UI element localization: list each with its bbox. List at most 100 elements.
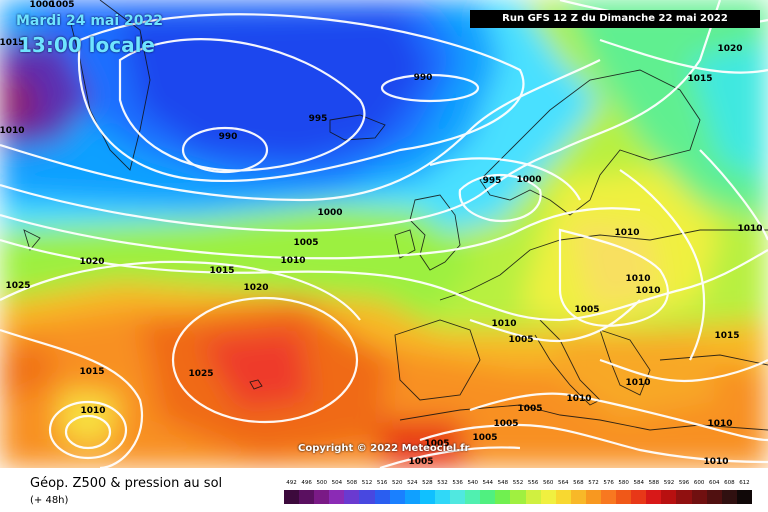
legend-footer: Géop. Z500 & pression au sol (+ 48h) 492… — [0, 468, 768, 512]
color-scale-cell — [525, 490, 541, 504]
isobar-label: 1015 — [79, 367, 105, 377]
color-scale-label: 612 — [739, 480, 750, 486]
color-scale-label: 512 — [361, 480, 373, 486]
color-scale-label: 500 — [316, 480, 327, 486]
color-scale-label: 600 — [693, 480, 705, 486]
color-scale-cell — [585, 490, 601, 504]
color-scale-cell — [344, 490, 360, 504]
isobar-label: 1020 — [243, 283, 269, 293]
color-scale-label: 548 — [497, 480, 509, 486]
isobar-label: 1015 — [687, 74, 713, 84]
geopotential-field — [0, 0, 768, 468]
color-scale-cell — [616, 490, 632, 504]
color-scale-label: 604 — [709, 480, 720, 486]
isobar-label: 1005 — [574, 305, 600, 315]
color-scale-label: 528 — [422, 480, 433, 486]
color-scale-cell — [540, 490, 556, 504]
color-scale-cell — [359, 490, 375, 504]
isobar-label: 1010 — [566, 394, 592, 404]
isobar-label: 1005 — [293, 238, 319, 248]
color-scale-cell — [480, 490, 496, 504]
isobar-label: 1010 — [280, 256, 306, 266]
copyright-notice: Copyright © 2022 Meteociel.fr — [298, 443, 470, 454]
isobar-label: 1010 — [635, 286, 661, 296]
color-scale-cell — [495, 490, 511, 504]
color-scale-cell — [555, 490, 571, 504]
isobar-label: 1000 — [29, 0, 55, 10]
color-scale-label: 572 — [588, 480, 599, 486]
color-scale-cell — [570, 490, 586, 504]
color-scale-cell — [676, 490, 692, 504]
isobar-label: 1020 — [717, 44, 743, 54]
isobar-label: 1000 — [317, 208, 343, 218]
color-scale-cell — [329, 490, 345, 504]
isobar-label: 1010 — [491, 319, 517, 329]
color-scale-label: 552 — [512, 480, 524, 486]
isobar-label: 1010 — [80, 406, 106, 416]
color-scale-label: 588 — [648, 480, 660, 486]
isobar-label: 1020 — [79, 257, 105, 267]
isobar-label: 1015 — [0, 38, 25, 48]
isobar-label: 1010 — [625, 274, 651, 284]
color-scale-cell — [434, 490, 451, 504]
isobar-label: 1005 — [472, 433, 498, 443]
isobar-label: 1015 — [209, 266, 235, 276]
map-title: Géop. Z500 & pression au sol — [30, 476, 223, 491]
color-scale-cell — [691, 490, 707, 504]
color-scale-label: 492 — [286, 480, 297, 486]
color-scale-cell — [299, 490, 315, 504]
isobar-label: 1000 — [516, 175, 542, 185]
color-scale-cell — [314, 490, 330, 504]
isobar-label: 1005 — [508, 335, 534, 345]
color-scale-cell — [404, 490, 420, 504]
color-scale-cell — [510, 490, 526, 504]
color-scale-label: 540 — [467, 480, 478, 486]
forecast-date-label: Mardi 24 mai 2022 — [16, 13, 164, 29]
isobar-label: 990 — [218, 132, 238, 142]
isobar-label: 1010 — [707, 419, 733, 429]
isobar-label: 1005 — [517, 404, 543, 414]
color-scale-cell — [284, 490, 300, 504]
color-scale-label: 584 — [633, 480, 645, 486]
color-scale-label: 564 — [558, 480, 569, 486]
color-scale-label: 596 — [678, 480, 690, 486]
color-scale-label: 560 — [542, 480, 554, 486]
color-scale-bar — [284, 490, 752, 504]
color-scale-label: 556 — [527, 480, 539, 486]
isobar-label: 1010 — [737, 224, 763, 234]
color-scale-label: 516 — [376, 480, 388, 486]
isobar-label: 1005 — [49, 0, 75, 10]
color-scale-cell — [600, 490, 617, 504]
color-scale-labels: 492 496 500 504 508 512 516 520 524 528 532 536 540 5… — [284, 480, 752, 490]
color-scale-label: 592 — [663, 480, 675, 486]
color-scale-cell — [631, 490, 647, 504]
color-scale-label: 496 — [301, 480, 312, 486]
isobar-label: 1005 — [493, 419, 519, 429]
color-scale-cell — [661, 490, 677, 504]
color-scale-cell — [721, 490, 737, 504]
color-scale-label: 524 — [407, 480, 418, 486]
color-scale-cell — [389, 490, 405, 504]
isobar-label: 1005 — [408, 457, 434, 467]
forecast-lead-time: (+ 48h) — [30, 495, 69, 506]
model-run-label: Run GFS 12 Z du Dimanche 22 mai 2022 — [470, 10, 760, 28]
color-scale-label: 576 — [603, 480, 614, 486]
color-scale-cell — [450, 490, 466, 504]
isobar-label: 1010 — [0, 126, 25, 136]
color-scale-label: 580 — [618, 480, 629, 486]
color-scale-cell — [374, 490, 390, 504]
isobar-label: 1025 — [188, 369, 214, 379]
forecast-time-label: 13:00 locale — [18, 33, 155, 57]
color-scale-label: 568 — [573, 480, 584, 486]
color-scale-cell — [736, 490, 752, 504]
color-scale-label: 508 — [346, 480, 358, 486]
isobar-label: 1010 — [625, 378, 651, 388]
color-scale-label: 608 — [724, 480, 735, 486]
color-scale-label: 536 — [452, 480, 463, 486]
isobar-label: 1005 — [424, 439, 450, 449]
color-scale-cell — [419, 490, 435, 504]
color-scale-label: 520 — [391, 480, 403, 486]
color-scale-label: 532 — [437, 480, 448, 486]
color-scale-cell — [465, 490, 481, 504]
color-scale-label: 544 — [482, 480, 494, 486]
